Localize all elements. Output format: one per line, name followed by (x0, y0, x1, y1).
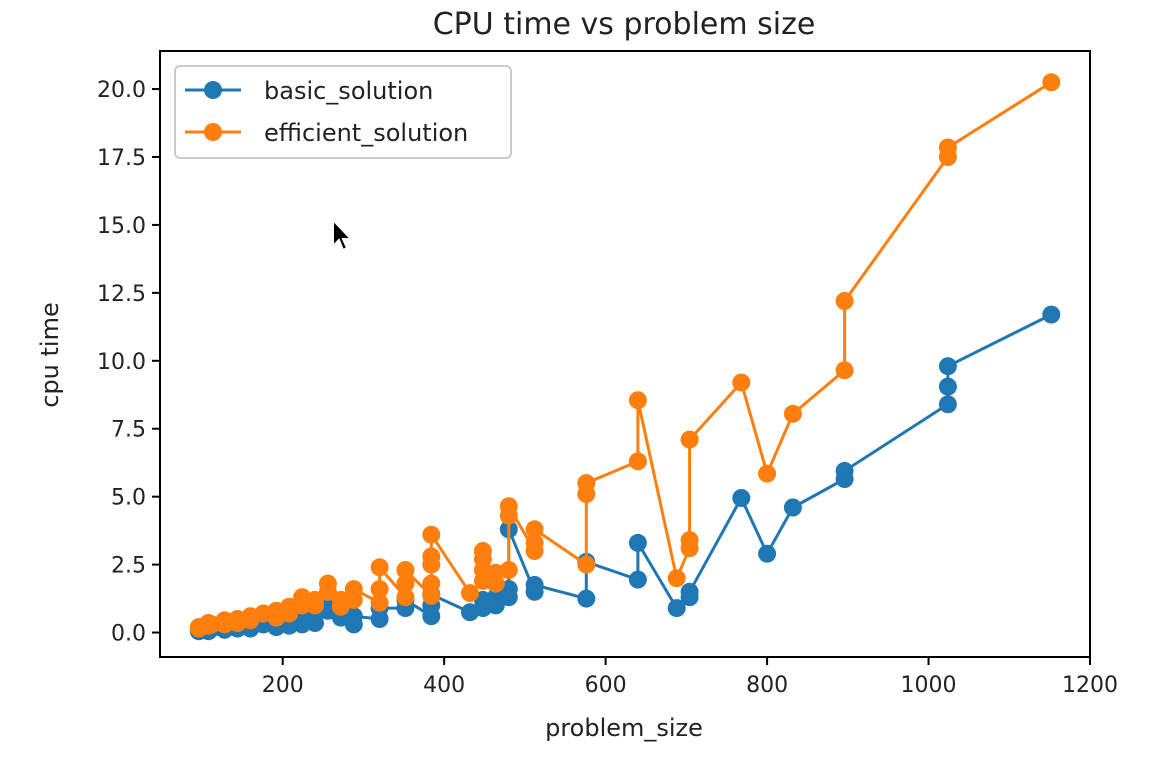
mouse-pointer-icon (332, 218, 354, 252)
y-tick-label: 2.5 (111, 554, 146, 579)
data-point (783, 404, 802, 423)
data-point (667, 569, 686, 588)
data-point (422, 547, 441, 566)
legend-marker (204, 81, 222, 99)
y-axis: 0.0 2.5 5.0 7.5 10.0 12.5 15.0 17.5 20.0 (97, 78, 160, 647)
y-tick-label: 12.5 (97, 282, 146, 307)
data-point (525, 533, 544, 552)
data-point (758, 544, 777, 563)
y-tick-label: 10.0 (97, 350, 146, 375)
x-tick-label: 1200 (1062, 673, 1118, 698)
data-point (732, 373, 751, 392)
data-point (667, 599, 686, 618)
data-point (835, 292, 854, 310)
data-point (938, 395, 957, 414)
data-point (422, 586, 441, 605)
data-point (499, 497, 518, 516)
data-point (680, 430, 699, 449)
data-point (422, 574, 441, 593)
y-tick-label: 20.0 (97, 78, 146, 103)
plot-frame (159, 50, 1091, 658)
data-point (1042, 305, 1061, 324)
data-point (370, 580, 389, 599)
x-tick-label: 200 (262, 673, 304, 698)
data-point (732, 489, 751, 507)
y-tick-label: 7.5 (111, 418, 146, 443)
data-point (473, 542, 492, 560)
series-line-efficient_solution (197, 81, 1053, 629)
legend: basic_solution efficient_solution (174, 65, 512, 159)
data-point (396, 561, 415, 579)
legend-box (174, 65, 512, 159)
data-point (628, 570, 647, 589)
x-tick-label: 800 (746, 673, 788, 698)
series-efficient_solution (189, 73, 1061, 638)
x-axis-title: problem_size (545, 714, 703, 742)
data-point (396, 588, 415, 607)
data-point (306, 590, 324, 609)
data-point (628, 391, 647, 410)
data-point (422, 525, 441, 544)
data-point (577, 555, 596, 574)
x-tick-label: 1000 (901, 673, 957, 698)
y-axis-title: cpu time (36, 302, 64, 408)
data-point (938, 357, 957, 376)
y-tick-label: 5.0 (111, 486, 146, 511)
y-tick-label: 17.5 (97, 146, 146, 171)
data-point (835, 461, 854, 480)
legend-label: efficient_solution (264, 119, 468, 147)
data-point (318, 574, 337, 593)
y-tick-label: 0.0 (111, 622, 146, 647)
data-point (758, 464, 777, 483)
x-tick-label: 600 (585, 673, 627, 698)
x-axis: 200 400 600 800 1000 1200 (262, 657, 1118, 698)
y-tick-label: 15.0 (97, 214, 146, 239)
data-point (938, 377, 957, 396)
data-point (461, 584, 479, 603)
data-point (344, 607, 363, 626)
legend-label: basic_solution (264, 77, 433, 105)
data-point (680, 582, 699, 601)
x-tick-label: 400 (423, 673, 465, 698)
data-point (331, 590, 350, 609)
data-point (577, 589, 596, 608)
chart-title: CPU time vs problem size (433, 7, 816, 42)
data-point (370, 558, 389, 577)
data-point (628, 452, 647, 471)
data-point (628, 533, 647, 552)
data-point (370, 593, 389, 612)
data-point (1042, 73, 1061, 92)
legend-marker (204, 123, 222, 141)
data-point (783, 498, 802, 517)
data-point (525, 520, 544, 539)
data-point (396, 574, 415, 593)
data-point (499, 561, 518, 579)
data-point (938, 138, 957, 157)
data-point (835, 361, 854, 380)
data-point (486, 588, 505, 607)
data-point (680, 531, 699, 550)
data-point (344, 580, 363, 599)
data-point (577, 474, 596, 493)
data-point (525, 576, 544, 594)
